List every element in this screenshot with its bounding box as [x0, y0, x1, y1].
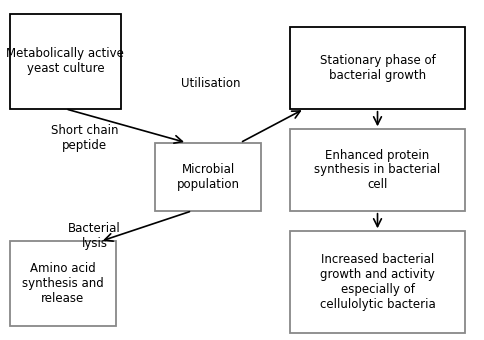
Text: Metabolically active
yeast culture: Metabolically active yeast culture: [6, 47, 124, 75]
Text: Bacterial
lysis: Bacterial lysis: [68, 222, 121, 250]
FancyBboxPatch shape: [10, 14, 121, 109]
Text: Increased bacterial
growth and activity
especially of
cellulolytic bacteria: Increased bacterial growth and activity …: [319, 253, 436, 311]
FancyBboxPatch shape: [290, 27, 465, 109]
FancyBboxPatch shape: [290, 129, 465, 211]
Text: Utilisation: Utilisation: [181, 77, 240, 90]
FancyBboxPatch shape: [290, 231, 465, 333]
Text: Amino acid
synthesis and
release: Amino acid synthesis and release: [22, 262, 104, 305]
Text: Short chain
peptide: Short chain peptide: [51, 124, 119, 152]
Text: Microbial
population: Microbial population: [177, 163, 240, 191]
FancyBboxPatch shape: [155, 143, 261, 211]
Text: Stationary phase of
bacterial growth: Stationary phase of bacterial growth: [319, 54, 436, 82]
Text: Enhanced protein
synthesis in bacterial
cell: Enhanced protein synthesis in bacterial …: [315, 149, 440, 191]
FancyBboxPatch shape: [10, 241, 116, 326]
